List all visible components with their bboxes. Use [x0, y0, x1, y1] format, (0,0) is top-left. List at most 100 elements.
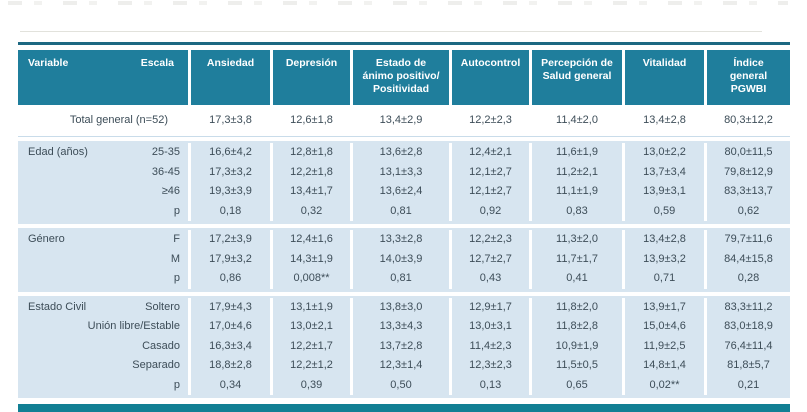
- data-cell: 81,8±5,7: [727, 359, 770, 371]
- data-cell: 13,7±3,4: [625, 162, 707, 182]
- data-cell: 18,8±2,8: [191, 356, 273, 376]
- escala-label: p: [173, 272, 180, 284]
- table-row: Estado Civil Soltero 17,9±4,3 13,1±1,9 13,8±…: [18, 297, 790, 317]
- row-label-cell: Género F: [18, 230, 191, 250]
- data-cell: 0,81: [353, 201, 452, 221]
- data-cell: 15,0±4,6: [625, 317, 707, 337]
- data-cell: 19,3±3,9: [191, 182, 273, 202]
- data-cell: 0,81: [353, 269, 452, 289]
- escala-label: Separado: [132, 359, 180, 371]
- data-cell: 12,2±2,3: [452, 105, 532, 136]
- table-row: Separado 18,8±2,8 12,2±1,2 12,3±1,4 12,3±2,3…: [18, 356, 790, 376]
- data-cell: 14,8±1,4: [625, 356, 707, 376]
- data-cell: 13,9±3,1: [625, 182, 707, 202]
- column-header: Percepción de Salud general: [532, 50, 625, 105]
- data-cell: 79,8±12,9: [724, 165, 773, 178]
- table-row: Casado 16,3±3,4 12,2±1,7 13,7±2,8 11,4±2,3 10…: [18, 336, 790, 356]
- data-cell: 13,4±2,8: [625, 230, 707, 250]
- data-cell: 83,0±18,9: [724, 320, 773, 332]
- data-cell: 0,34: [191, 375, 273, 395]
- column-header: Depresión: [273, 50, 353, 105]
- table-row: Género F 17,2±3,9 12,4±1,6 13,3±2,8 12,2±2,3 1…: [18, 230, 790, 250]
- data-cell: 84,4±15,8: [724, 252, 773, 265]
- data-cell: 0,71: [625, 269, 707, 289]
- data-cell: 12,6±1,8: [273, 105, 353, 136]
- column-header: Vitalidad: [625, 50, 707, 105]
- data-cell: 17,9±3,2: [191, 249, 273, 269]
- row-label-cell: Estado Civil Soltero: [18, 297, 191, 317]
- data-cell: 13,4±2,9: [353, 105, 452, 136]
- data-cell: 13,4±2,8: [625, 105, 707, 136]
- data-cell: 0,32: [273, 201, 353, 221]
- row-label-cell: Separado: [18, 356, 191, 376]
- data-cell: 17,9±4,3: [191, 297, 273, 317]
- data-cell: 11,8±2,0: [532, 297, 625, 317]
- data-cell: 13,4±1,7: [273, 182, 353, 202]
- data-cell: 11,4±2,0: [532, 105, 625, 136]
- table-section: Estado Civil Soltero 17,9±4,3 13,1±1,9 13,8±…: [18, 295, 790, 398]
- data-cell: 13,0±3,1: [452, 317, 532, 337]
- escala-label: p: [173, 204, 180, 217]
- table-top-rule: [18, 42, 790, 45]
- data-cell: 13,6±2,8: [353, 143, 452, 163]
- data-cell: 11,8±2,8: [532, 317, 625, 337]
- data-cell: 0,28: [737, 272, 760, 284]
- escala-label: p: [173, 378, 180, 391]
- data-cell: 12,1±2,7: [452, 162, 532, 182]
- column-header: Índice general PGWBI: [729, 57, 768, 95]
- variable-label: Género: [28, 233, 65, 245]
- data-cell: 0,43: [452, 269, 532, 289]
- data-cell: 12,9±1,7: [452, 297, 532, 317]
- data-cell: 16,3±3,4: [191, 336, 273, 356]
- row-label-cell: 36-45: [18, 162, 191, 182]
- row-label-cell: p: [18, 375, 191, 395]
- data-cell: 13,3±2,8: [353, 230, 452, 250]
- data-cell: 11,6±1,9: [532, 143, 625, 163]
- data-cell: 0,41: [532, 269, 625, 289]
- data-cell: 13,0±2,1: [273, 317, 353, 337]
- divider-line: [20, 31, 762, 32]
- column-header: Ansiedad: [191, 50, 273, 105]
- data-cell: 11,2±2,1: [532, 162, 625, 182]
- column-header-escala: Escala: [140, 57, 174, 69]
- data-cell: 17,0±4,6: [191, 317, 273, 337]
- pgwbi-table: Variable Escala Ansiedad Depresión Estado …: [18, 42, 790, 412]
- data-cell: 17,2±3,9: [191, 230, 273, 250]
- row-label-cell: ≥46: [18, 182, 191, 202]
- data-cell: 83,3±11,2: [724, 300, 773, 313]
- table-header-row: Variable Escala Ansiedad Depresión Estado …: [18, 50, 790, 105]
- data-cell: 11,4±2,3: [452, 336, 532, 356]
- data-cell: 83,3±13,7: [724, 185, 773, 197]
- total-row: Total general (n=52) 17,3±3,8 12,6±1,8 13,…: [18, 105, 790, 137]
- table-row: p 0,18 0,32 0,81 0,92 0,83 0,59 0,62: [18, 201, 790, 221]
- data-cell: 11,1±1,9: [532, 182, 625, 202]
- table-section: Género F 17,2±3,9 12,4±1,6 13,3±2,8 12,2±2,3 1…: [18, 228, 790, 292]
- column-header: Autocontrol: [452, 50, 532, 105]
- column-header-variable: Variable: [28, 57, 69, 69]
- row-label-cell: Edad (años) 25-35: [18, 143, 191, 163]
- data-cell: 0,39: [273, 375, 353, 395]
- data-cell: 11,3±2,0: [532, 230, 625, 250]
- data-cell: 13,1±3,3: [353, 162, 452, 182]
- data-cell: 17,3±3,2: [191, 162, 273, 182]
- data-cell: 0,18: [191, 201, 273, 221]
- table-row: M 17,9±3,2 14,3±1,9 14,0±3,9 12,7±2,7 11,7±1,…: [18, 249, 790, 269]
- escala-label: 36-45: [151, 165, 180, 178]
- header-cell-variable-escala: Variable Escala: [18, 50, 191, 105]
- data-cell: 11,7±1,7: [532, 249, 625, 269]
- data-cell: 17,3±3,8: [191, 105, 273, 136]
- row-label-cell: p: [18, 201, 191, 221]
- data-cell: 12,1±2,7: [452, 182, 532, 202]
- data-cell: 14,3±1,9: [273, 249, 353, 269]
- data-cell: 76,4±11,4: [724, 339, 773, 352]
- data-cell: 13,6±2,4: [353, 182, 452, 202]
- row-label-cell: p: [18, 269, 191, 289]
- variable-label: Estado Civil: [28, 300, 87, 313]
- data-cell: 14,0±3,9: [353, 249, 452, 269]
- data-cell: 0,21: [737, 378, 760, 391]
- table-body-sections: Edad (años) 25-35 16,6±4,2 12,8±1,8 13,6±2,8…: [18, 141, 790, 398]
- data-cell: 12,2±2,3: [452, 230, 532, 250]
- cropped-text-remnant: [8, 1, 788, 5]
- escala-label: ≥46: [161, 185, 180, 197]
